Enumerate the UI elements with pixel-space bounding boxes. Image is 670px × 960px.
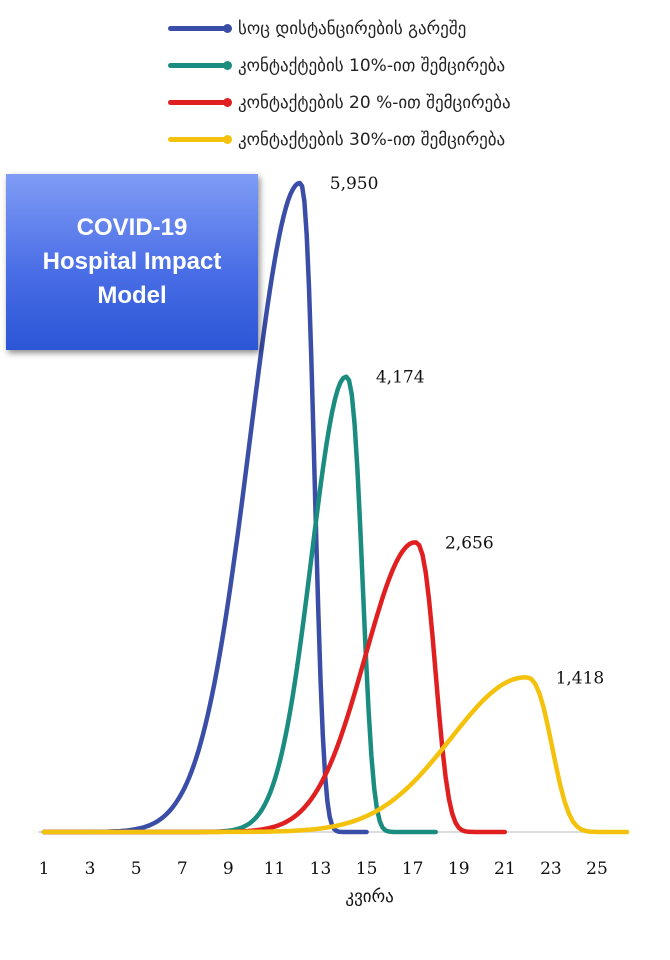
legend-item: სოც დისტანცირების გარეშე (168, 10, 511, 47)
series-line (41, 540, 508, 835)
x-tick-label: 1 (39, 859, 50, 879)
x-tick-label: 7 (177, 859, 188, 879)
peak-value-label: 2,656 (445, 533, 494, 553)
peak-value-label: 5,950 (330, 174, 379, 194)
x-tick-label: 25 (586, 859, 608, 879)
legend-item: კონტაქტების 20 %-ით შემცირება (168, 84, 511, 121)
x-tick-label: 9 (223, 859, 234, 879)
model-title-line: Hospital Impact (42, 248, 222, 275)
legend-item: კონტაქტების 30%-ით შემცირება (168, 121, 511, 158)
x-tick-label: 15 (356, 859, 378, 879)
legend-swatch (168, 24, 232, 33)
model-title-line: Model (97, 282, 167, 309)
legend-swatch (168, 135, 232, 144)
peak-value-label: 4,174 (376, 368, 425, 388)
peak-value-label: 1,418 (556, 668, 605, 688)
series-line (41, 374, 438, 835)
x-tick-label: 23 (540, 859, 562, 879)
x-tick-label: 21 (494, 859, 516, 879)
legend-swatch (168, 98, 232, 107)
x-tick-label: 3 (85, 859, 96, 879)
legend-item: კონტაქტების 10%-ით შემცირება (168, 47, 511, 84)
x-tick-label: 11 (264, 859, 286, 879)
chart-legend: სოც დისტანცირების გარეშე კონტაქტების 10%… (168, 10, 511, 158)
x-tick-label: 19 (448, 859, 470, 879)
legend-swatch (168, 61, 232, 70)
legend-label: კონტაქტების 20 %-ით შემცირება (238, 92, 511, 113)
legend-label: სოც დისტანცირების გარეშე (238, 18, 467, 39)
x-tick-label: 17 (402, 859, 424, 879)
x-tick-label: 5 (131, 859, 142, 879)
model-title-line: COVID-19 (76, 214, 188, 241)
legend-label: კონტაქტების 30%-ით შემცირება (238, 129, 506, 150)
series-line (41, 675, 630, 835)
x-tick-label: 13 (310, 859, 332, 879)
x-axis-label: კვირა (345, 887, 393, 907)
legend-label: კონტაქტების 10%-ით შემცირება (238, 55, 506, 76)
model-title-box: COVID-19 Hospital Impact Model (6, 174, 258, 350)
